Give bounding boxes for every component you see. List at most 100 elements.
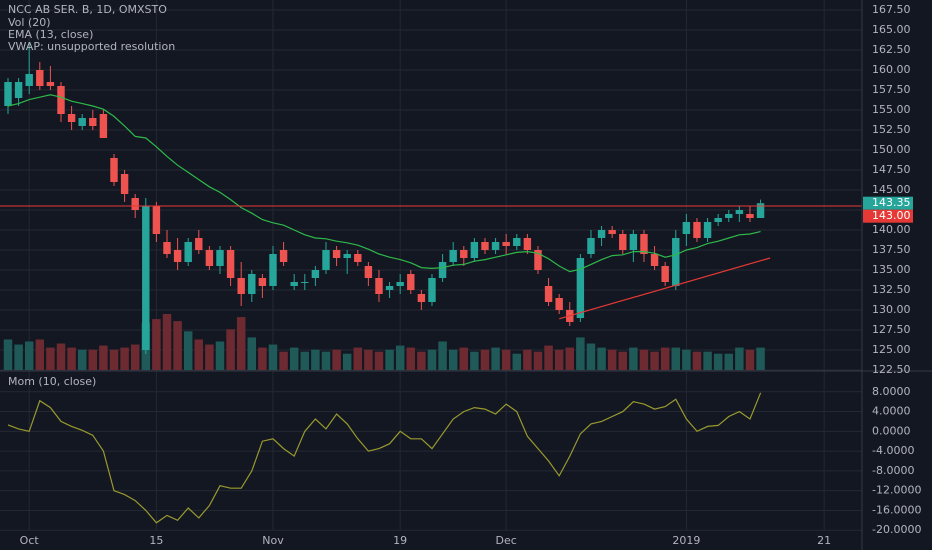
candle-body <box>78 118 86 126</box>
volume-bar <box>554 349 564 370</box>
candle-body <box>725 214 733 218</box>
volume-bar <box>703 351 712 370</box>
volume-bar <box>109 349 119 370</box>
candle-body <box>25 74 33 86</box>
volume-bar <box>756 347 765 370</box>
volume-bar <box>342 353 352 370</box>
candle-body <box>322 250 330 270</box>
candle-body <box>460 250 468 258</box>
volume-bar <box>99 345 108 370</box>
candle-body <box>375 278 383 294</box>
volume-bar <box>639 349 649 370</box>
candle-body <box>195 238 203 250</box>
y-tick-label: 135.00 <box>872 263 911 276</box>
candle-body <box>470 242 479 258</box>
volume-bar <box>395 345 405 370</box>
candle-body <box>576 258 585 318</box>
candle-body <box>629 234 638 250</box>
volume-bar <box>629 347 638 370</box>
volume-bar <box>724 353 734 370</box>
candle-body <box>502 242 510 246</box>
candle-body <box>131 198 139 210</box>
candle-body <box>735 210 744 214</box>
candle-body <box>4 82 12 106</box>
y-tick-label: 152.50 <box>872 123 911 136</box>
volume-bar <box>215 341 225 370</box>
y-tick-label: 160.00 <box>872 63 911 76</box>
candle-body <box>385 286 394 290</box>
volume-bar <box>576 337 585 370</box>
candle-body <box>587 238 595 254</box>
volume-bar <box>427 349 437 370</box>
volume-bar <box>236 317 246 370</box>
x-tick-label: Oct <box>20 534 40 547</box>
candle-body <box>205 250 214 266</box>
candle-body <box>523 238 532 250</box>
volume-bar <box>35 339 45 370</box>
candle-body <box>57 86 65 114</box>
candle-body <box>301 282 309 283</box>
y-tick-label: 165.00 <box>872 23 911 36</box>
candle-body <box>513 238 521 246</box>
candle-body <box>703 222 712 238</box>
volume-bar <box>88 349 98 370</box>
candle-body <box>640 234 648 254</box>
candle-body <box>343 254 351 258</box>
indicator-tick-label: -12.0000 <box>872 484 921 497</box>
candle-body <box>142 206 150 350</box>
volume-bar <box>152 319 161 370</box>
candle-body <box>311 270 320 278</box>
candle-body <box>120 174 129 194</box>
volume-bar <box>130 344 140 370</box>
candle-body <box>672 238 680 286</box>
volume-bar <box>597 347 606 370</box>
candle-body <box>290 282 298 286</box>
y-tick-label: 162.50 <box>872 43 911 56</box>
candle-body <box>99 114 108 138</box>
volume-bar <box>586 343 596 370</box>
volume-bar <box>682 349 691 370</box>
candle-body <box>682 222 691 234</box>
y-tick-label: 155.00 <box>872 103 911 116</box>
y-tick-label: 167.50 <box>872 3 911 16</box>
volume-bar <box>279 351 288 370</box>
volume-bar <box>67 347 76 370</box>
volume-bar <box>300 351 310 370</box>
y-tick-label: 147.50 <box>872 163 911 176</box>
volume-bar <box>650 351 659 370</box>
candle-body <box>438 262 447 278</box>
volume-bar <box>745 349 755 370</box>
volume-bar <box>544 345 553 370</box>
chart-title: NCC AB SER. B, 1D, OMXSTO <box>8 3 167 16</box>
candle-body <box>248 274 256 294</box>
candle-body <box>619 234 627 250</box>
price-line-label: 143.00 <box>872 209 911 222</box>
y-tick-label: 127.50 <box>872 323 911 336</box>
volume-bar <box>713 353 723 370</box>
volume-bar <box>512 353 522 370</box>
volume-bar <box>321 351 331 370</box>
legend-ema: EMA (13, close) <box>8 28 93 41</box>
candle-body <box>258 278 267 286</box>
volume-bar <box>491 347 500 370</box>
candle-body <box>555 298 563 310</box>
volume-bar <box>735 347 744 370</box>
y-tick-label: 130.00 <box>872 303 911 316</box>
candle-body <box>491 242 500 250</box>
volume-bar <box>3 339 13 370</box>
volume-bar <box>448 349 458 370</box>
x-tick-label: 15 <box>149 534 163 547</box>
candle-body <box>279 250 288 262</box>
x-tick-label: 2019 <box>672 534 700 547</box>
candle-body <box>693 222 701 238</box>
candle-body <box>417 294 426 302</box>
candle-body <box>449 250 457 262</box>
y-tick-label: 157.50 <box>872 83 911 96</box>
axis-layer: Oct 15 Nov 19 Dec 2019 21 122.50 125.00 127.50 130… <box>20 3 922 547</box>
candle-body <box>364 266 373 278</box>
volume-bar <box>470 351 479 370</box>
price-line-box <box>863 209 913 223</box>
volume-bar <box>459 347 469 370</box>
trendline <box>559 257 771 320</box>
candle-body <box>46 82 55 86</box>
